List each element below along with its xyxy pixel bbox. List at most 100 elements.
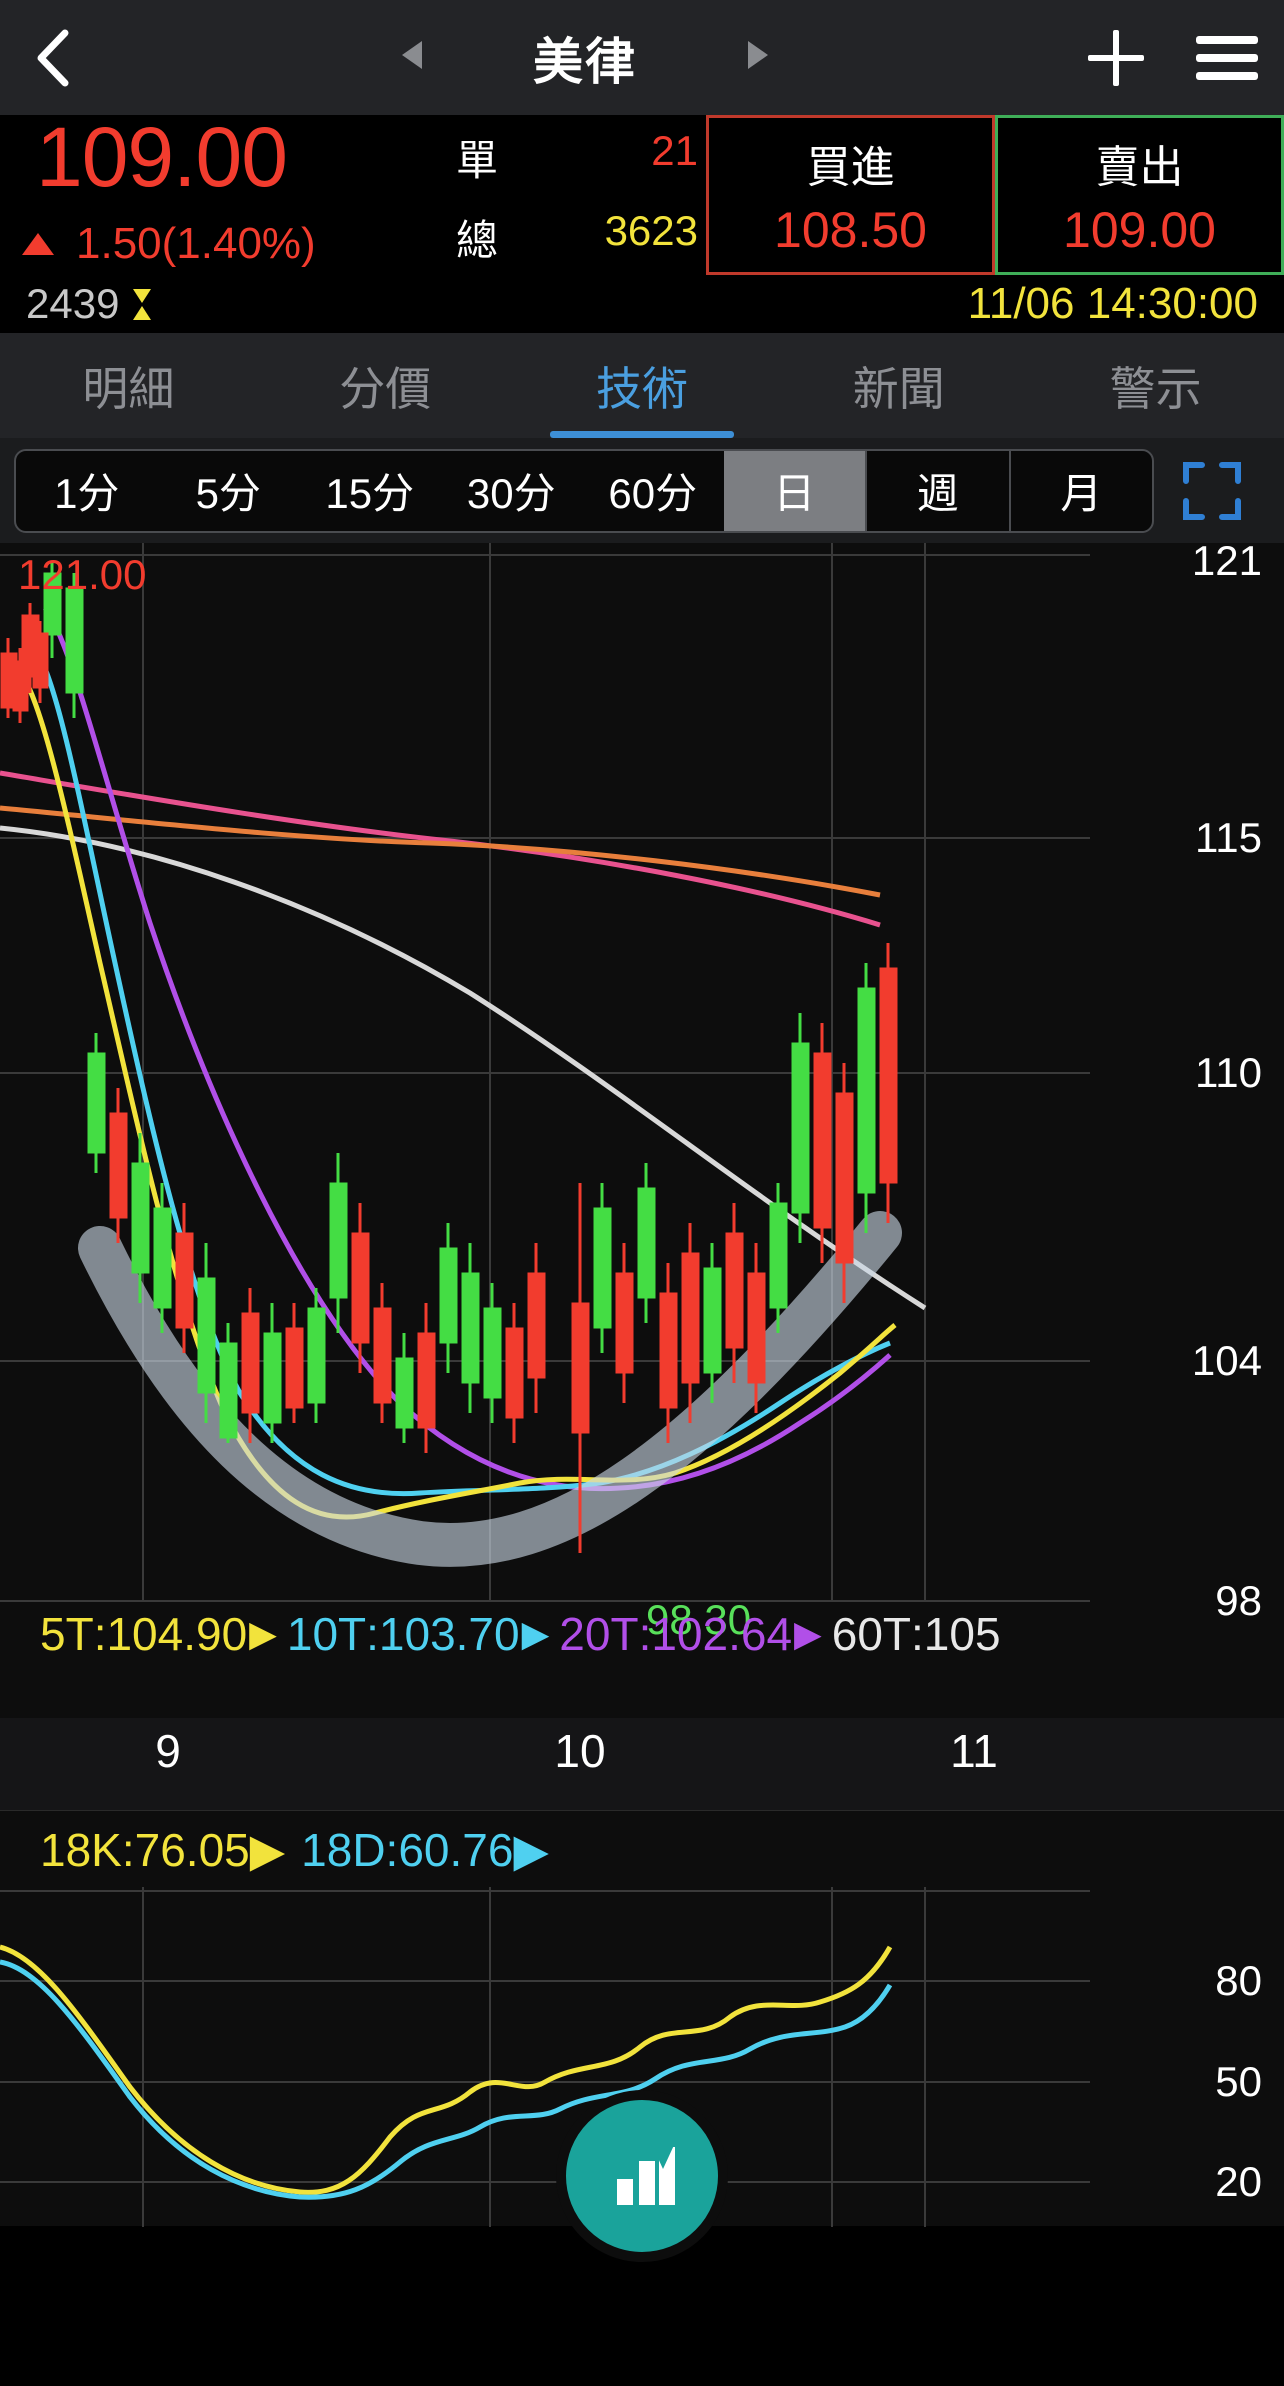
kd-legend-d: 18D:60.76▶ <box>301 1824 549 1876</box>
plus-icon[interactable] <box>1088 29 1144 86</box>
ma-legend: 5T:104.90 ▶ 10T:103.70 ▶ 20T:102.64 ▶ 60T:1… <box>0 1602 1090 1666</box>
period-label: 日 <box>773 470 816 517</box>
total-volume-value: 3623 <box>604 207 698 254</box>
kd-legend-k: 18K:76.05▶ <box>40 1824 286 1876</box>
period-60m[interactable]: 60分 <box>582 451 724 531</box>
y-tick: 115 <box>1195 814 1262 861</box>
period-label: 1分 <box>54 470 120 517</box>
chart-grid <box>0 543 1090 1602</box>
volume-column: 單 21 總 3623 <box>440 115 706 275</box>
tab-news[interactable]: 新聞 <box>770 333 1027 438</box>
x-tick: 9 <box>155 1725 181 1777</box>
prev-stock-button[interactable] <box>399 41 425 75</box>
ma-legend-value: 102.64 <box>651 1608 793 1660</box>
period-bar-container: 1分 5分 15分 30分 60分 日 週 月 <box>0 438 1284 543</box>
candlestick-series <box>0 563 898 1553</box>
single-volume-label: 單 <box>456 137 499 184</box>
kd-y-tick: 20 <box>1215 2158 1262 2205</box>
ma-legend-60t: 60T:105 <box>831 1608 1001 1660</box>
sort-updown-icon[interactable] <box>133 288 152 320</box>
bid-button[interactable]: 買進 108.50 <box>706 115 995 275</box>
ma-legend-text: 10T <box>286 1608 367 1660</box>
period-day[interactable]: 日 <box>723 450 865 531</box>
kd-y-tick: 50 <box>1215 2058 1262 2105</box>
period-month[interactable]: 月 <box>1008 450 1153 531</box>
back-button[interactable] <box>26 23 82 93</box>
chart-bars-icon[interactable] <box>556 2090 728 2262</box>
ma-legend-text: 5T <box>40 1608 94 1660</box>
bid-price: 108.50 <box>774 202 927 258</box>
tab-label: 新聞 <box>852 362 945 415</box>
period-15m[interactable]: 15分 <box>299 451 441 531</box>
period-selector: 1分 5分 15分 30分 60分 日 週 月 <box>14 448 1154 533</box>
period-1m[interactable]: 1分 <box>16 451 158 531</box>
ma-legend-10t: 10T:103.70 ▶ <box>286 1608 550 1660</box>
d-line <box>0 1959 893 2200</box>
triangle-left-icon <box>400 39 424 76</box>
triangle-up-icon <box>22 233 54 255</box>
next-stock-button[interactable] <box>745 41 771 75</box>
nav-center-group: 美律 <box>82 22 1088 94</box>
x-tick: 11 <box>950 1725 998 1777</box>
chart-bars-glyph <box>617 2143 675 2205</box>
fullscreen-expand-icon[interactable] <box>1154 461 1270 521</box>
last-price: 109.00 <box>36 110 288 204</box>
single-volume-value: 21 <box>651 127 698 174</box>
period-label: 月 <box>1060 470 1103 517</box>
price-change-group: 1.50(1.40%) <box>22 219 316 269</box>
period-5m[interactable]: 5分 <box>158 451 300 531</box>
ma-legend-20t: 20T:102.64 ▶ <box>559 1608 822 1660</box>
y-tick: 98 <box>1215 1577 1262 1624</box>
ma-legend-value: 105 <box>923 1608 1001 1660</box>
period-week[interactable]: 週 <box>865 450 1009 531</box>
period-30m[interactable]: 30分 <box>441 451 583 531</box>
tab-detail[interactable]: 明細 <box>0 333 257 438</box>
tab-technical[interactable]: 技術 <box>514 333 771 438</box>
kd-chart[interactable]: 18K:76.05▶ 18D:60.76▶ 80 50 20 <box>0 1810 1284 2262</box>
tab-label: 分價 <box>339 362 432 415</box>
chart-low-label: 98.30 <box>646 1596 752 1643</box>
tab-alert[interactable]: 警示 <box>1027 333 1284 438</box>
ma60-line <box>0 805 881 898</box>
triangle-right-icon <box>746 39 770 76</box>
ask-price: 109.00 <box>1063 202 1216 258</box>
ask-button[interactable]: 賣出 109.00 <box>995 115 1284 275</box>
ma-legend-value: 104.90 <box>106 1608 248 1660</box>
y-tick: 110 <box>1195 1049 1262 1096</box>
price-axis: 121 115 110 104 98 <box>1090 543 1284 1718</box>
page-title: 美律 <box>533 33 637 90</box>
kd-plot <box>0 1887 1090 2227</box>
ma-legend-5t: 5T:104.90 ▶ <box>40 1608 277 1660</box>
tab-price[interactable]: 分價 <box>257 333 514 438</box>
chart-high-label: 121.00 <box>18 551 147 598</box>
tab-label: 明細 <box>82 362 175 415</box>
y-tick: 104 <box>1191 1337 1262 1384</box>
ma-legend-value: 103.70 <box>378 1608 520 1660</box>
ma10-line <box>28 641 891 1497</box>
ma-legend-text: 60T <box>831 1608 911 1660</box>
price-change: 1.50(1.40%) <box>76 219 316 268</box>
price-chart[interactable]: 121.00 98.30 121 115 110 104 98 5T:104.9… <box>0 543 1284 1718</box>
tab-bar: 明細 分價 技術 新聞 警示 <box>0 333 1284 438</box>
ask-label: 賣出 <box>1095 143 1184 192</box>
total-volume-label: 總 <box>456 217 499 264</box>
period-label: 15分 <box>325 470 415 517</box>
navigation-bar: 美律 <box>0 0 1284 115</box>
y-tick: 121 <box>1191 543 1262 584</box>
ma120-line <box>0 770 881 928</box>
nav-actions <box>1088 29 1258 86</box>
hamburger-menu-icon[interactable] <box>1196 35 1258 80</box>
price-column: 109.00 1.50(1.40%) <box>0 110 440 275</box>
period-label: 週 <box>916 470 959 517</box>
period-label: 60分 <box>608 470 698 517</box>
kd-y-tick: 80 <box>1215 1957 1262 2004</box>
stock-code: 2439 <box>26 280 120 327</box>
quote-panel: 109.00 1.50(1.40%) 單 21 總 3623 買進 108.50… <box>0 110 1284 333</box>
kd-grid <box>0 1887 1090 2227</box>
quote-timestamp: 11/06 14:30:00 <box>967 279 1258 328</box>
kd-legend: 18K:76.05▶ 18D:60.76▶ <box>40 1823 549 1877</box>
k-line <box>0 1944 893 2195</box>
period-label: 30分 <box>466 470 556 517</box>
kd-axis: 80 50 20 <box>1090 1887 1284 2227</box>
bid-label: 買進 <box>806 143 895 192</box>
